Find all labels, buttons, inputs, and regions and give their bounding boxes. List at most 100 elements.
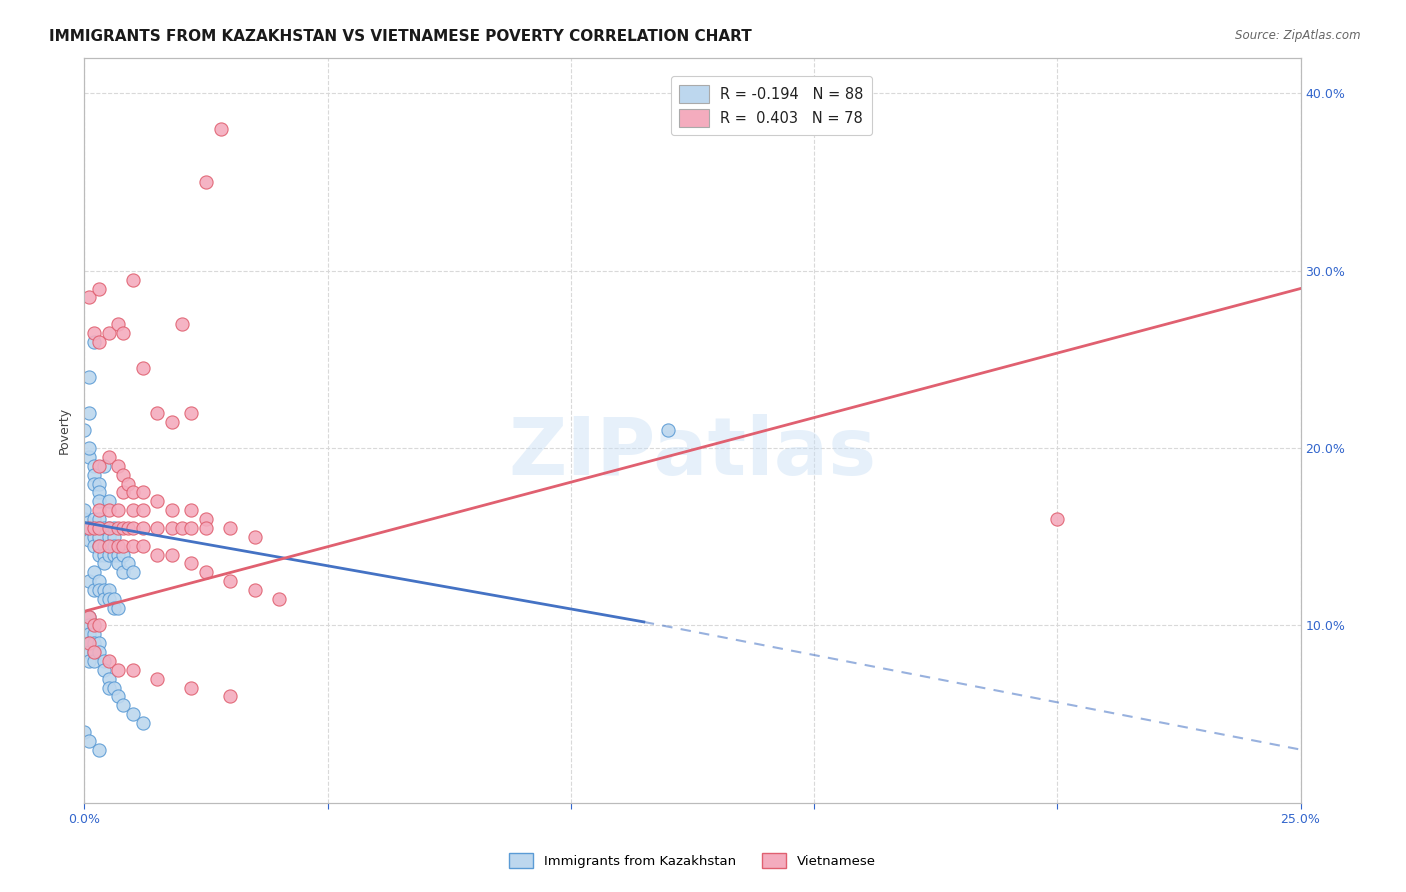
Point [77, 441, 100, 455]
Point [93, 557, 115, 571]
Point [83, 645, 105, 659]
Point [77, 627, 100, 641]
Point [107, 503, 129, 517]
Point [132, 485, 155, 500]
Point [195, 566, 218, 580]
Point [160, 521, 183, 535]
Point [112, 326, 135, 340]
Point [243, 530, 266, 544]
Point [180, 406, 202, 420]
Point [93, 521, 115, 535]
Point [77, 733, 100, 747]
Point [122, 503, 145, 517]
Point [97, 672, 120, 686]
Point [103, 591, 125, 606]
Point [93, 582, 115, 597]
Point [83, 636, 105, 650]
Point [219, 690, 242, 704]
Point [87, 485, 110, 500]
Point [146, 521, 169, 535]
Point [83, 539, 105, 553]
Point [87, 645, 110, 659]
Point [112, 467, 135, 482]
Point [87, 476, 110, 491]
Point [73, 521, 96, 535]
Point [117, 476, 139, 491]
Point [73, 724, 96, 739]
Point [87, 548, 110, 562]
Point [97, 539, 120, 553]
Point [77, 609, 100, 624]
Point [93, 591, 115, 606]
Text: ZIPatlas: ZIPatlas [509, 414, 876, 491]
Point [122, 566, 145, 580]
Point [112, 548, 135, 562]
Point [112, 521, 135, 535]
Point [83, 530, 105, 544]
Legend: R = -0.194   N = 88, R =  0.403   N = 78: R = -0.194 N = 88, R = 0.403 N = 78 [671, 77, 872, 136]
Point [73, 424, 96, 438]
Point [146, 406, 169, 420]
Point [93, 663, 115, 677]
Point [132, 716, 155, 731]
Point [107, 548, 129, 562]
Point [107, 690, 129, 704]
Point [122, 663, 145, 677]
Point [83, 618, 105, 632]
Point [73, 503, 96, 517]
Point [83, 476, 105, 491]
Point [77, 574, 100, 588]
Point [122, 539, 145, 553]
Point [77, 618, 100, 632]
Point [132, 521, 155, 535]
Text: Source: ZipAtlas.com: Source: ZipAtlas.com [1236, 29, 1361, 42]
Point [180, 503, 202, 517]
Point [83, 326, 105, 340]
Point [73, 618, 96, 632]
Point [170, 521, 193, 535]
Point [180, 681, 202, 695]
Point [103, 530, 125, 544]
Point [122, 521, 145, 535]
Point [97, 494, 120, 508]
Point [77, 609, 100, 624]
Point [87, 521, 110, 535]
Point [77, 654, 100, 668]
Point [132, 503, 155, 517]
Point [83, 467, 105, 482]
Point [117, 521, 139, 535]
Point [122, 707, 145, 722]
Point [146, 672, 169, 686]
Point [97, 521, 120, 535]
Point [87, 334, 110, 349]
Point [97, 530, 120, 544]
Point [243, 582, 266, 597]
Point [83, 618, 105, 632]
Point [97, 654, 120, 668]
Point [97, 326, 120, 340]
Point [77, 521, 100, 535]
Point [77, 290, 100, 304]
Point [87, 582, 110, 597]
Point [170, 317, 193, 331]
Point [97, 521, 120, 535]
Point [73, 627, 96, 641]
Point [87, 636, 110, 650]
Point [160, 548, 183, 562]
Point [93, 458, 115, 473]
Point [107, 557, 129, 571]
Point [146, 548, 169, 562]
Point [93, 654, 115, 668]
Point [122, 273, 145, 287]
Point [219, 521, 242, 535]
Point [180, 557, 202, 571]
Text: IMMIGRANTS FROM KAZAKHSTAN VS VIETNAMESE POVERTY CORRELATION CHART: IMMIGRANTS FROM KAZAKHSTAN VS VIETNAMESE… [49, 29, 752, 44]
Point [83, 458, 105, 473]
Point [107, 317, 129, 331]
Point [103, 600, 125, 615]
Point [73, 636, 96, 650]
Point [83, 627, 105, 641]
Point [77, 636, 100, 650]
Point [83, 582, 105, 597]
Point [180, 521, 202, 535]
